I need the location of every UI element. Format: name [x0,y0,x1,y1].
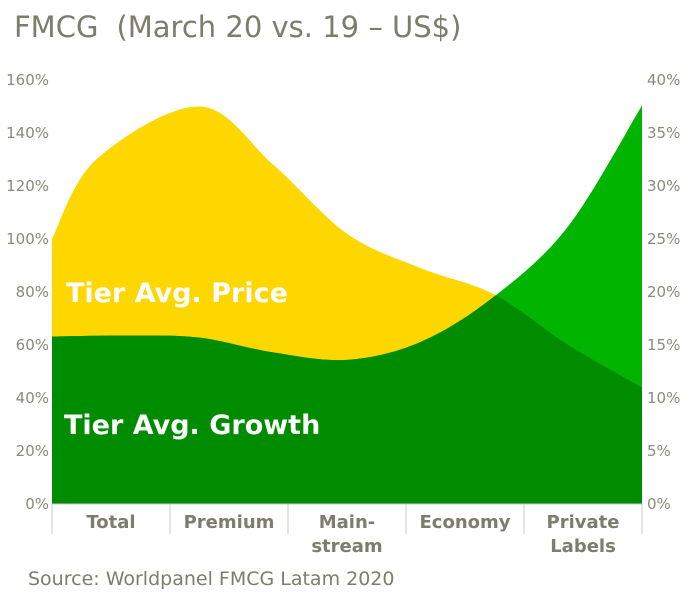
y-right-tick-label: 20% [647,283,680,301]
series-label-price: Tier Avg. Price [66,278,288,309]
x-category-label: Economy [419,512,510,533]
growth-overlap-area [52,106,642,504]
y-left-tick-label: 40% [16,389,49,407]
y-right-tick-label: 10% [647,389,680,407]
y-left-tick-label: 60% [16,336,49,354]
x-category-label: Total [86,512,135,533]
y-left-tick-label: 160% [6,71,49,89]
y-right-tick-label: 40% [647,71,680,89]
x-category-label: Labels [550,536,616,557]
y-left-tick-label: 20% [16,442,49,460]
y-left-tick-label: 0% [25,495,49,513]
x-category-label: Private [547,512,620,533]
y-right-tick-label: 25% [647,230,680,248]
title-subtitle: (March 20 vs. 19 – US$) [116,10,462,44]
y-left-tick-label: 140% [6,124,49,142]
title-main: FMCG [14,10,99,44]
source-note: Source: Worldpanel FMCG Latam 2020 [28,568,395,590]
y-left-tick-label: 120% [6,177,49,195]
y-right-tick-label: 5% [647,442,671,460]
y-right-tick-label: 35% [647,124,680,142]
x-category-label: Main- [319,512,376,533]
x-category-label: stream [311,536,382,557]
y-right-tick-label: 15% [647,336,680,354]
chart-title: FMCG (March 20 vs. 19 – US$) [14,10,461,44]
x-category-label: Premium [184,512,275,533]
y-left-tick-label: 80% [16,283,49,301]
y-right-tick-label: 0% [647,495,671,513]
y-right-tick-label: 30% [647,177,680,195]
series-label-growth: Tier Avg. Growth [64,410,320,441]
y-left-tick-label: 100% [6,230,49,248]
